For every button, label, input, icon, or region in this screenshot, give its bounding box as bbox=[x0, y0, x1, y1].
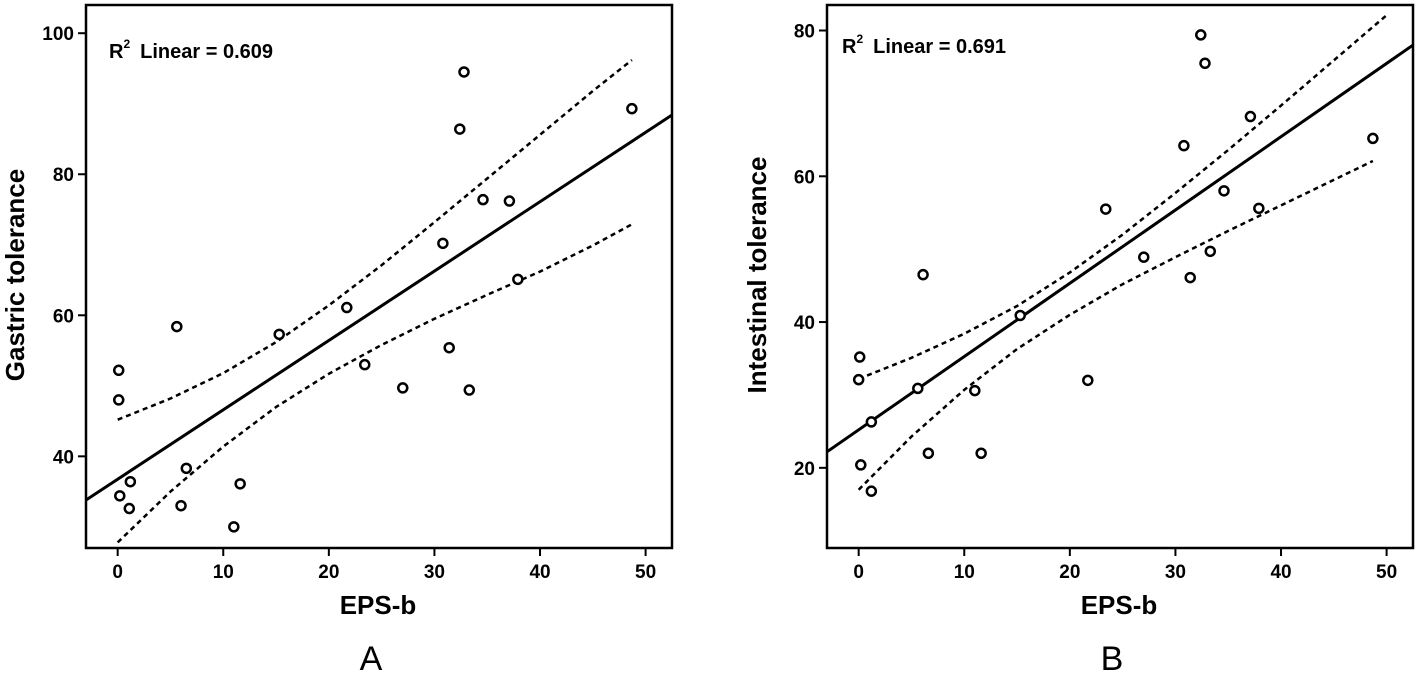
x-tick-label: 10 bbox=[213, 562, 234, 583]
plot-area bbox=[86, 59, 672, 544]
ci-upper-line bbox=[858, 14, 1388, 381]
x-tick-label: 20 bbox=[1059, 562, 1080, 583]
panel-label: B bbox=[1101, 640, 1124, 673]
x-tick-label: 0 bbox=[853, 562, 864, 583]
x-tick-label: 20 bbox=[318, 562, 339, 583]
x-tick-label: 40 bbox=[529, 562, 550, 583]
x-tick-label: 30 bbox=[424, 562, 445, 583]
data-point bbox=[234, 478, 246, 490]
y-tick-label: 60 bbox=[53, 306, 74, 327]
fit-line bbox=[86, 113, 672, 502]
data-point bbox=[1244, 110, 1257, 123]
data-point bbox=[922, 447, 935, 459]
data-point bbox=[114, 490, 126, 502]
plot-area bbox=[827, 14, 1413, 497]
y-tick-label: 80 bbox=[794, 22, 815, 43]
x-tick-label: 50 bbox=[1376, 562, 1397, 583]
ci-upper-line bbox=[117, 59, 633, 421]
data-point bbox=[1367, 132, 1379, 145]
data-point bbox=[454, 123, 466, 135]
data-point bbox=[228, 521, 240, 533]
y-tick-label: 40 bbox=[53, 447, 74, 468]
x-axis-label: EPS-b bbox=[1081, 590, 1158, 620]
panel-B: 0 10 20 30 40 50 20 40 60 80 EPS-b Intestinal toler… bbox=[742, 3, 1415, 678]
data-point bbox=[112, 394, 125, 406]
data-point bbox=[437, 237, 449, 250]
data-point bbox=[912, 382, 924, 395]
data-point bbox=[975, 447, 987, 459]
data-point bbox=[273, 328, 285, 341]
data-point bbox=[503, 195, 516, 207]
data-point bbox=[124, 475, 137, 488]
data-point bbox=[180, 462, 193, 475]
data-point bbox=[917, 268, 929, 281]
y-tick-label: 20 bbox=[794, 459, 815, 480]
data-point bbox=[458, 66, 470, 78]
data-point bbox=[865, 416, 878, 428]
y-tick-label: 100 bbox=[42, 24, 74, 45]
r-symbol: R bbox=[842, 36, 857, 58]
data-point bbox=[1014, 309, 1026, 322]
ci-lower-line bbox=[857, 159, 1374, 491]
data-point bbox=[1184, 271, 1196, 284]
data-point bbox=[853, 351, 866, 363]
data-point bbox=[477, 193, 489, 206]
x-tick-label: 0 bbox=[112, 562, 123, 583]
y-axis-label: Gastric tolerance bbox=[0, 169, 30, 381]
data-point bbox=[171, 320, 183, 333]
plot-frame bbox=[825, 3, 1415, 550]
panel-A: 0 10 20 30 40 50 40 60 80 100 EPS-b Gastric toleran… bbox=[0, 3, 674, 678]
data-point bbox=[1082, 374, 1094, 387]
fit-line bbox=[827, 43, 1413, 454]
data-point bbox=[175, 499, 187, 512]
plot-frame bbox=[84, 3, 674, 550]
data-point bbox=[626, 102, 638, 115]
data-point bbox=[1253, 202, 1265, 215]
r-squared-annotation: R2 Linear = 0.691 bbox=[842, 32, 1006, 58]
panel-label: A bbox=[360, 640, 383, 673]
r-squared-value: Linear = 0.609 bbox=[140, 41, 273, 63]
data-point bbox=[123, 502, 136, 515]
x-tick-label: 50 bbox=[635, 562, 656, 583]
data-point bbox=[1204, 245, 1217, 258]
x-axis-label: EPS-b bbox=[340, 590, 417, 620]
x-tick-label: 30 bbox=[1165, 562, 1186, 583]
data-point bbox=[463, 384, 476, 396]
r-superscript: 2 bbox=[856, 32, 863, 46]
data-point bbox=[852, 373, 865, 386]
data-point bbox=[855, 459, 867, 471]
y-tick-label: 40 bbox=[794, 313, 815, 334]
data-point bbox=[1138, 251, 1150, 263]
data-point bbox=[1199, 57, 1211, 70]
data-point bbox=[969, 384, 981, 397]
data-point bbox=[1218, 185, 1230, 197]
r-symbol: R bbox=[109, 41, 124, 63]
r-squared-annotation: R2 Linear = 0.609 bbox=[109, 37, 273, 63]
x-tick-label: 40 bbox=[1270, 562, 1291, 583]
x-tick-label: 10 bbox=[954, 562, 975, 583]
data-point bbox=[865, 485, 878, 497]
r-squared-value: Linear = 0.691 bbox=[873, 36, 1006, 58]
data-point bbox=[397, 382, 409, 394]
data-point bbox=[443, 341, 455, 354]
data-point bbox=[1099, 203, 1112, 215]
data-point bbox=[112, 364, 125, 377]
data-point bbox=[512, 273, 524, 286]
data-point bbox=[1178, 139, 1190, 152]
y-tick-label: 80 bbox=[53, 165, 74, 186]
r-superscript: 2 bbox=[123, 37, 130, 51]
ci-lower-line bbox=[116, 223, 633, 544]
data-point bbox=[341, 301, 353, 314]
y-tick-label: 60 bbox=[794, 167, 815, 188]
y-axis-label: Intestinal tolerance bbox=[742, 157, 772, 394]
data-point bbox=[358, 358, 371, 371]
data-point bbox=[1195, 29, 1207, 41]
